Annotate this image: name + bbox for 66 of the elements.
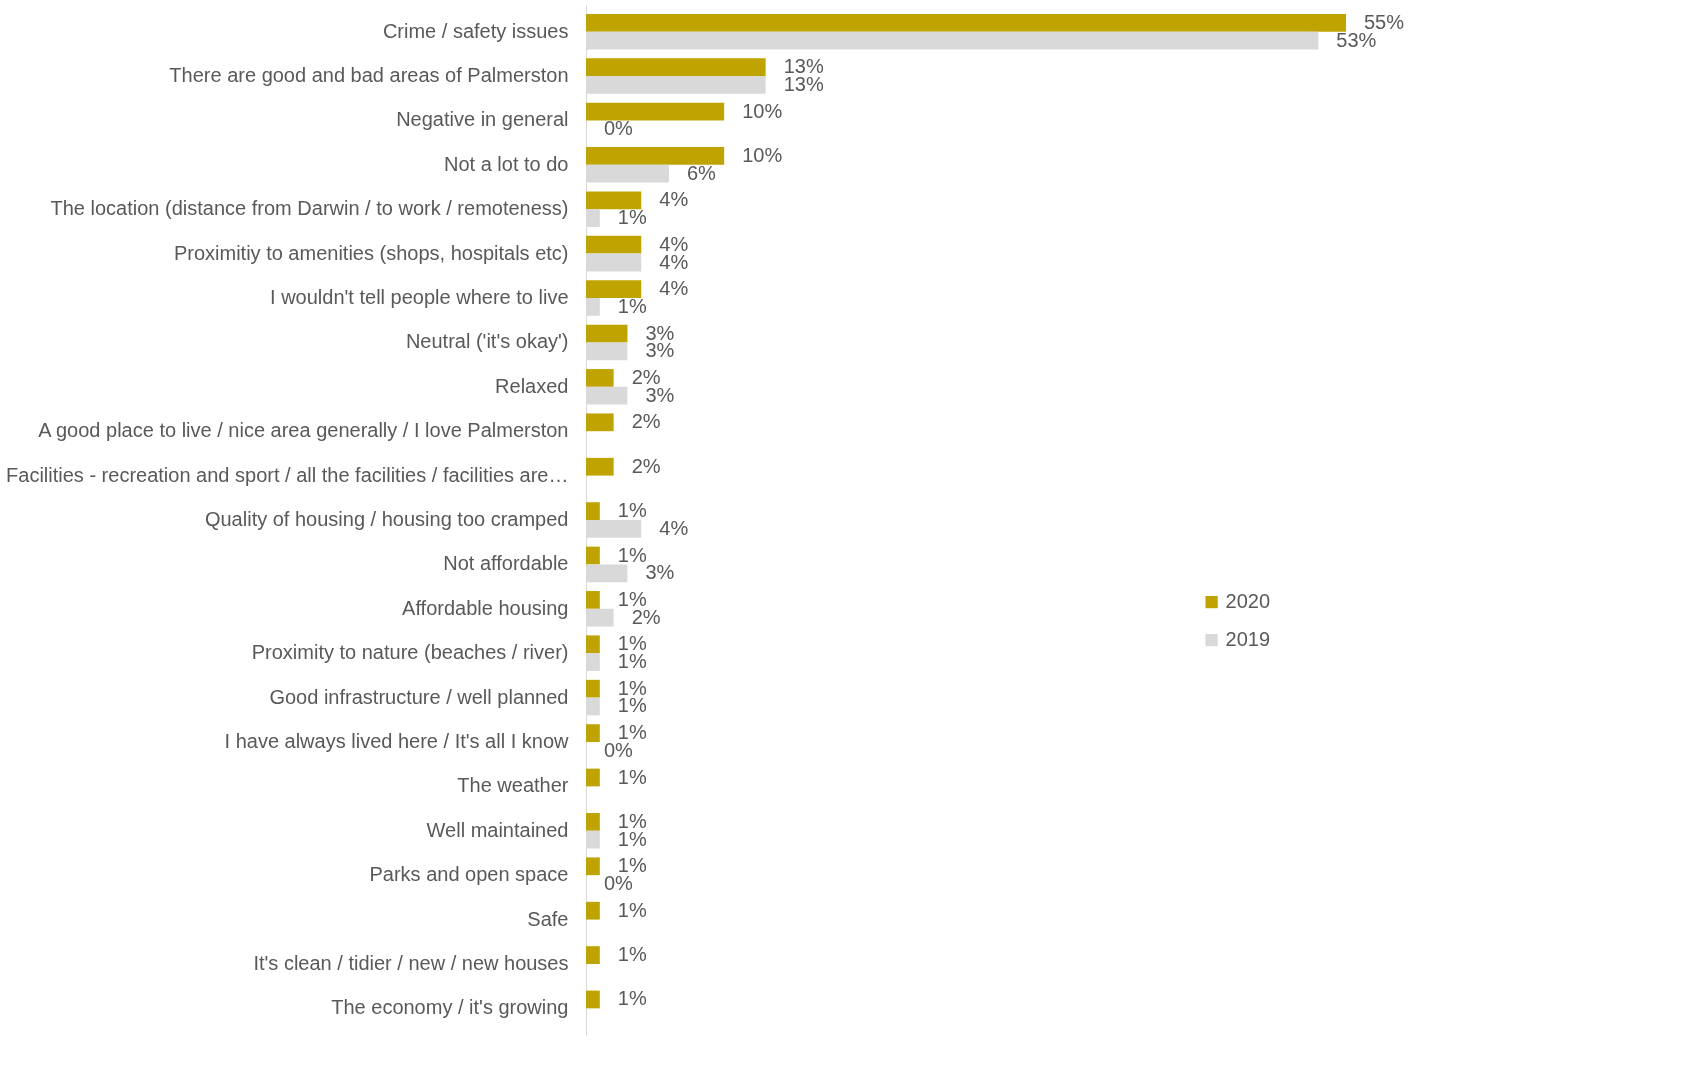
data-label: 2% xyxy=(631,454,661,477)
data-label: 1% xyxy=(617,206,647,229)
data-label: 3% xyxy=(645,561,675,584)
y-tick-label: Quality of housing / housing too cramped xyxy=(204,508,569,530)
y-tick-label: Parks and open space xyxy=(369,863,569,886)
data-label: 1% xyxy=(617,987,647,1010)
y-tick-label: Negative in general xyxy=(396,108,569,131)
bar xyxy=(586,13,1346,32)
bar xyxy=(586,724,600,742)
legend-label: 2020 xyxy=(1225,590,1271,613)
data-label: 4% xyxy=(659,277,689,300)
bar xyxy=(586,546,600,565)
bar xyxy=(586,235,642,254)
y-tick-label: It's clean / tidier / new / new houses xyxy=(253,951,569,974)
y-tick-label: Affordable housing xyxy=(402,596,569,619)
y-tick-label: Well maintained xyxy=(426,818,569,841)
y-tick-label: I have always lived here / It's all I know xyxy=(224,729,570,752)
bar xyxy=(586,635,600,654)
legend-label: 2019 xyxy=(1225,628,1271,651)
data-label: 1% xyxy=(617,765,647,788)
y-tick-label: Neutral ('it's okay') xyxy=(405,330,569,353)
bar xyxy=(586,324,628,343)
y-tick-label: Safe xyxy=(527,907,569,930)
bar xyxy=(586,102,725,121)
data-label: 6% xyxy=(686,161,717,184)
bar xyxy=(586,813,600,831)
bar xyxy=(586,679,600,698)
data-label: 1% xyxy=(617,499,647,522)
y-tick-label: A good place to live / nice area generally / I love Palmerston xyxy=(38,419,569,442)
bar xyxy=(586,413,614,432)
data-label: 10% xyxy=(742,99,783,122)
bar xyxy=(586,946,600,964)
bar xyxy=(586,280,642,299)
bar xyxy=(586,857,600,876)
y-tick-label: The location (distance from Darwin / to work / remoteness) xyxy=(50,197,569,220)
bar xyxy=(586,147,725,165)
y-tick-label: The weather xyxy=(457,774,569,797)
y-tick-label: Crime / safety issues xyxy=(382,19,569,42)
bar xyxy=(586,369,614,387)
y-tick-label: Proximitiy to amenities (shops, hospitals etc) xyxy=(173,241,569,264)
bar xyxy=(586,58,766,77)
data-label: 1% xyxy=(617,943,647,966)
y-tick-label: There are good and bad areas of Palmerston xyxy=(169,64,569,87)
bar xyxy=(586,502,600,520)
bar xyxy=(586,191,642,210)
data-label: 10% xyxy=(742,143,783,166)
data-label: 1% xyxy=(617,294,647,317)
bar xyxy=(586,768,600,787)
y-tick-label: The economy / it's growing xyxy=(331,996,569,1019)
y-tick-label: Not a lot to do xyxy=(443,152,569,175)
data-label: 4% xyxy=(659,516,689,539)
bar xyxy=(586,591,600,609)
bar xyxy=(586,457,614,476)
y-tick-label: Facilities - recreation and sport / all the facilities / facilities are… xyxy=(6,463,569,486)
data-label: 1% xyxy=(617,898,647,921)
data-label: 1% xyxy=(617,543,647,566)
bar xyxy=(586,990,600,1009)
bar xyxy=(586,901,600,920)
y-tick-label: Relaxed xyxy=(495,374,569,397)
data-label: 0% xyxy=(604,117,634,140)
data-label: 2% xyxy=(631,410,661,433)
y-tick-label: Not affordable xyxy=(443,552,569,575)
y-tick-label: Proximity to nature (beaches / river) xyxy=(251,641,569,664)
y-tick-label: Good infrastructure / well planned xyxy=(269,685,569,708)
y-tick-label: I wouldn't tell people where to live xyxy=(270,286,569,309)
data-label: 4% xyxy=(659,188,689,211)
